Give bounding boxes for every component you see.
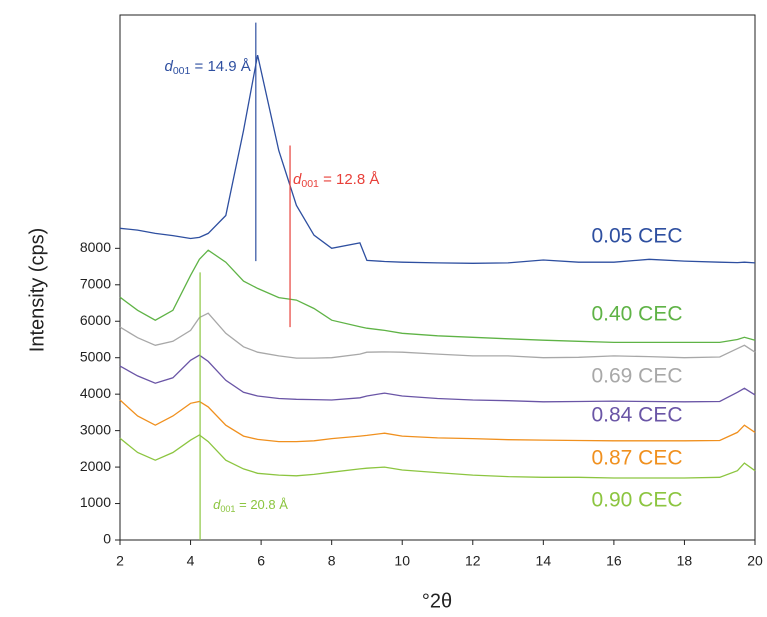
- series-line: [119, 249, 756, 344]
- annotation-label: d001 = 20.8 Å: [213, 497, 288, 514]
- y-tick-label: 1000: [80, 494, 111, 510]
- series-label: 0.40 CEC: [591, 303, 682, 326]
- y-axis-title: Intensity (cps): [26, 228, 48, 352]
- y-tick-label: 4000: [80, 385, 111, 401]
- series-line: [119, 54, 756, 264]
- series-line: [119, 354, 756, 403]
- x-tick-label: 12: [465, 553, 481, 569]
- series-label: 0.87 CEC: [591, 447, 682, 470]
- plot-frame: [119, 14, 756, 541]
- series-label: 0.84 CEC: [591, 404, 682, 427]
- y-tick-label: 3000: [80, 421, 111, 437]
- annotation-var: d: [164, 58, 173, 75]
- annotation-text: = 12.8 Å: [319, 171, 379, 188]
- series-label: 0.90 CEC: [591, 489, 682, 512]
- x-axis-title: °2θ: [422, 590, 452, 612]
- y-tick-label: 7000: [80, 275, 111, 291]
- annotation-var: d: [213, 497, 221, 512]
- x-tick-label: 18: [677, 553, 693, 569]
- x-tick-label: 10: [394, 553, 410, 569]
- series-line: [119, 399, 756, 443]
- x-tick-label: 14: [536, 553, 552, 569]
- y-tick-label: 5000: [80, 348, 111, 364]
- x-tick-label: 6: [257, 553, 265, 569]
- series-label: 0.69 CEC: [591, 365, 682, 388]
- x-tick-label: 16: [606, 553, 622, 569]
- x-tick-label: 4: [187, 553, 195, 569]
- annotation-label: d001 = 12.8 Å: [293, 171, 379, 190]
- annotation-sub: 001: [173, 65, 191, 77]
- x-tick-label: 2: [116, 553, 124, 569]
- series-line: [119, 434, 756, 479]
- series-line: [119, 312, 756, 359]
- series-label: 0.05 CEC: [591, 225, 682, 248]
- annotation-label: d001 = 14.9 Å: [164, 58, 250, 77]
- x-tick-label: 20: [747, 553, 763, 569]
- annotation-sub: 001: [301, 178, 319, 190]
- y-tick-label: 8000: [80, 239, 111, 255]
- x-tick-label: 8: [328, 553, 336, 569]
- y-tick-label: 2000: [80, 458, 111, 474]
- y-tick-label: 0: [103, 531, 111, 547]
- annotation-text: = 14.9 Å: [190, 58, 250, 75]
- annotation-var: d: [293, 171, 302, 188]
- y-tick-label: 6000: [80, 312, 111, 328]
- annotation-text: = 20.8 Å: [236, 497, 289, 512]
- annotation-sub: 001: [220, 504, 235, 514]
